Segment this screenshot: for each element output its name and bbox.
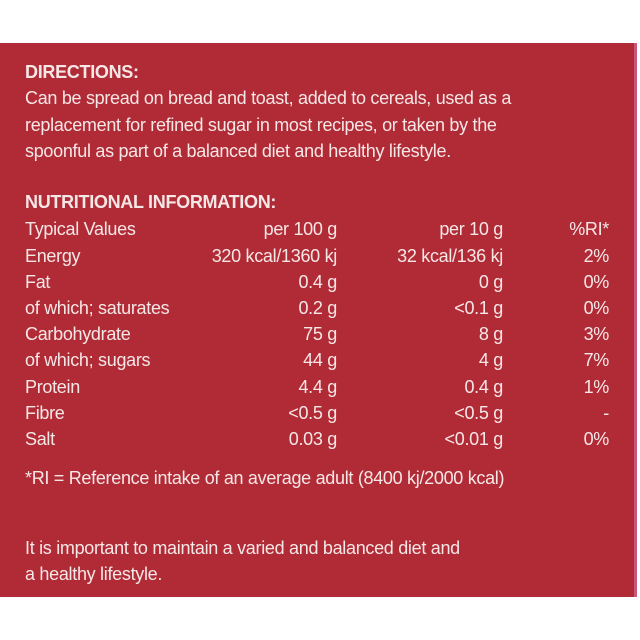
- nutrition-row: Fat 0.4 g 0 g 0%: [25, 269, 609, 295]
- directions-heading: DIRECTIONS:: [25, 62, 139, 82]
- column-header: Typical Values: [25, 219, 136, 239]
- directions-line: replacement for refined sugar in most re…: [25, 115, 497, 135]
- per-10g-value: <0.1 g: [454, 297, 503, 318]
- ri-percent: 7%: [583, 350, 610, 371]
- nutrition-row: of which; sugars 44 g 4 g 7%: [25, 347, 609, 373]
- ri-percent: 0%: [583, 297, 610, 318]
- nutrient-name: Salt: [25, 428, 55, 449]
- ri-percent: 2%: [583, 245, 610, 266]
- column-header: per 100 g: [263, 219, 338, 239]
- ri-percent: -: [603, 402, 609, 423]
- per-100g-value: 0.03 g: [288, 428, 338, 449]
- directions-line: Can be spread on bread and toast, added …: [25, 88, 512, 108]
- per-100g-value: <0.5 g: [288, 402, 337, 423]
- ri-percent: 1%: [583, 376, 610, 397]
- column-header: per 10 g: [439, 219, 503, 239]
- per-100g-value: 44 g: [303, 350, 337, 371]
- ri-footnote: *RI = Reference intake of an average adu…: [25, 468, 505, 488]
- per-10g-value: 32 kcal/136 kj: [397, 245, 503, 266]
- nutrient-name: Energy: [25, 245, 81, 266]
- label-panel: DIRECTIONS: Can be spread on bread and t…: [0, 43, 637, 597]
- advice-line: a healthy lifestyle.: [25, 564, 163, 584]
- per-100g-value: 320 kcal/1360 kj: [211, 245, 338, 266]
- nutrient-name: of which; saturates: [25, 297, 170, 318]
- per-100g-value: 75 g: [303, 324, 337, 345]
- per-10g-value: <0.5 g: [454, 402, 503, 423]
- per-10g-value: <0.01 g: [444, 428, 504, 449]
- nutrition-header-row: Typical Values per 100 g per 10 g %RI*: [25, 216, 609, 242]
- per-10g-value: 0 g: [478, 271, 503, 292]
- ri-percent: 3%: [583, 324, 610, 345]
- ri-percent: 0%: [583, 428, 610, 449]
- per-100g-value: 4.4 g: [298, 376, 337, 397]
- per-100g-value: 0.2 g: [298, 297, 337, 318]
- nutrient-name: Carbohydrate: [25, 324, 131, 345]
- nutrition-row: Salt 0.03 g <0.01 g 0%: [25, 426, 609, 452]
- nutrition-row: Fibre <0.5 g <0.5 g -: [25, 400, 609, 426]
- per-10g-value: 8 g: [478, 324, 503, 345]
- ri-percent: 0%: [583, 271, 610, 292]
- nutrient-name: Protein: [25, 376, 80, 397]
- nutrient-name: Fat: [25, 271, 51, 292]
- nutrition-row: Protein 4.4 g 0.4 g 1%: [25, 374, 609, 400]
- column-header: %RI*: [569, 219, 609, 239]
- per-100g-value: 0.4 g: [298, 271, 337, 292]
- nutrition-row: of which; saturates 0.2 g <0.1 g 0%: [25, 295, 609, 321]
- per-10g-value: 4 g: [478, 350, 503, 371]
- directions-line: spoonful as part of a balanced diet and …: [25, 141, 451, 161]
- nutrition-heading: NUTRITIONAL INFORMATION:: [25, 192, 277, 212]
- advice-line: It is important to maintain a varied and…: [25, 538, 460, 558]
- nutrition-row: Carbohydrate 75 g 8 g 3%: [25, 321, 609, 347]
- nutrient-name: of which; sugars: [25, 350, 151, 371]
- nutrition-row: Energy 320 kcal/1360 kj 32 kcal/136 kj 2%: [25, 243, 609, 269]
- per-10g-value: 0.4 g: [464, 376, 503, 397]
- nutrient-name: Fibre: [25, 402, 65, 423]
